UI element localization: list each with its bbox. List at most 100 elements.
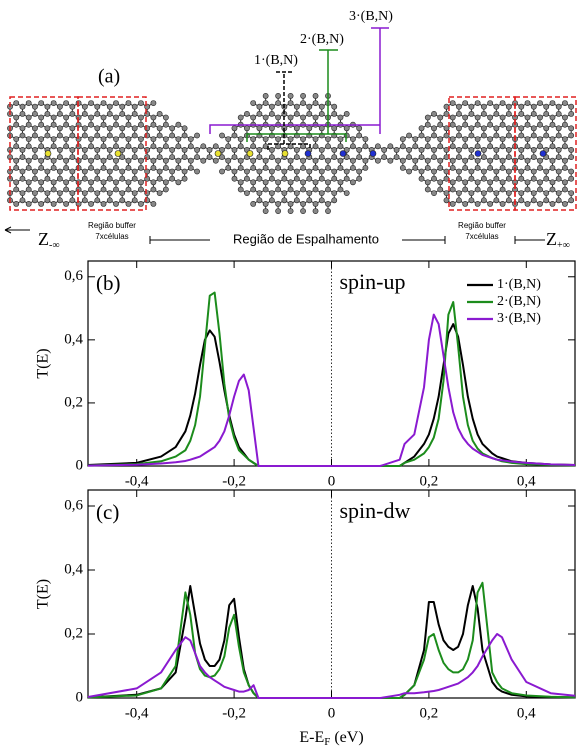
atom: [169, 146, 176, 153]
atom: [568, 197, 575, 204]
atom: [549, 121, 556, 128]
y-tick-label: 0: [76, 689, 84, 705]
atom: [437, 179, 444, 186]
atom: [38, 114, 45, 121]
atom: [437, 121, 444, 128]
atom: [81, 175, 88, 182]
atom: [318, 111, 325, 117]
atom: [493, 125, 500, 132]
atom: [144, 168, 151, 175]
atom: [162, 121, 169, 128]
atom: [281, 168, 288, 175]
atom: [543, 125, 550, 132]
atom: [399, 136, 406, 142]
atom: [19, 125, 26, 132]
atom: [312, 100, 319, 106]
atom: [106, 103, 113, 110]
atom: [162, 186, 169, 193]
region-line: [514, 236, 545, 244]
dopant-boron: [281, 150, 289, 157]
atom: [194, 154, 200, 160]
atom: [63, 100, 70, 106]
atom: [524, 179, 531, 186]
atom: [537, 121, 543, 128]
atom: [38, 157, 45, 164]
atom: [225, 157, 232, 164]
atom: [468, 132, 475, 139]
doping-label: 2·(B,N): [300, 32, 344, 47]
atom: [437, 136, 444, 142]
x-tick-label: -0,2: [222, 705, 246, 721]
atom: [181, 154, 188, 160]
atom: [331, 168, 338, 175]
atom: [56, 132, 63, 139]
atom: [487, 100, 494, 106]
atom: [449, 200, 456, 207]
atom: [181, 132, 188, 139]
atom: [306, 111, 313, 117]
atom: [549, 200, 556, 207]
atom: [81, 168, 88, 175]
atom: [156, 132, 163, 139]
atom: [138, 179, 144, 186]
atom: [312, 186, 319, 193]
atom: [268, 146, 275, 153]
atom: [138, 121, 144, 128]
atom: [443, 190, 450, 196]
atom: [337, 136, 344, 142]
atom: [437, 143, 444, 150]
atom: [312, 114, 319, 121]
atom: [474, 157, 481, 164]
atom: [418, 168, 425, 175]
atom: [162, 179, 169, 186]
atom: [418, 175, 425, 182]
atom: [287, 164, 294, 171]
atom: [487, 143, 494, 150]
atom: [468, 103, 475, 110]
atom: [318, 125, 325, 132]
atom: [250, 157, 257, 164]
atom: [318, 103, 325, 110]
atom: [343, 190, 350, 196]
atom: [468, 111, 475, 117]
atom: [44, 190, 51, 196]
y-tick-label: 0,4: [64, 331, 83, 347]
atom: [568, 132, 575, 139]
lead-label: Z+∞: [546, 229, 570, 251]
atom: [88, 200, 94, 207]
atom: [275, 93, 282, 99]
atom: [287, 114, 294, 121]
atom: [237, 157, 244, 164]
atom: [318, 168, 325, 175]
atom: [418, 154, 425, 160]
atom: [474, 179, 481, 186]
atom: [293, 154, 300, 160]
atom: [13, 200, 20, 207]
atom: [156, 175, 163, 182]
x-tick-label: 0: [328, 705, 336, 721]
atom: [393, 146, 400, 153]
atom: [94, 190, 101, 196]
atom: [399, 157, 406, 164]
atom: [362, 164, 369, 171]
atom: [13, 179, 20, 186]
atom: [493, 197, 500, 204]
atom: [131, 132, 138, 139]
atom: [562, 164, 568, 171]
atom: [487, 114, 494, 121]
atom: [113, 179, 119, 186]
atom: [530, 190, 537, 196]
atom: [505, 146, 512, 153]
atom: [449, 143, 456, 150]
atom: [175, 136, 182, 142]
atom: [100, 136, 107, 142]
atom: [462, 143, 469, 150]
atom: [50, 114, 57, 121]
atom: [256, 154, 263, 160]
atom: [555, 190, 562, 196]
atom: [250, 200, 257, 207]
atom: [549, 143, 556, 150]
atom: [88, 121, 94, 128]
atom: [331, 103, 338, 110]
atom: [32, 190, 38, 196]
